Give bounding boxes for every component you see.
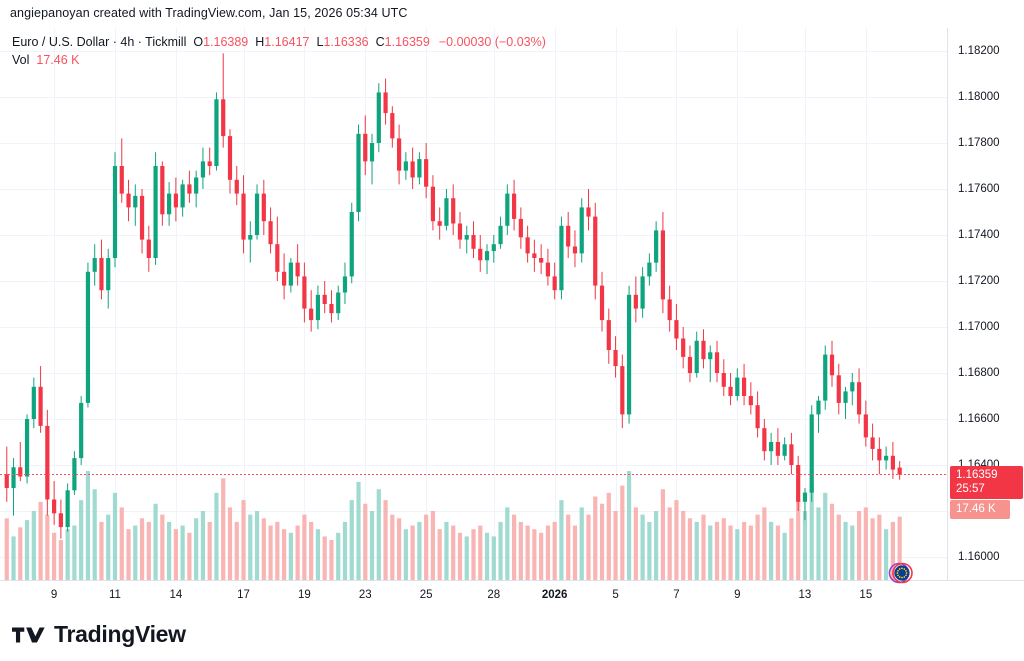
time-axis[interactable]: 9 11 14 17 19 23 25 28 2026 5 7 9 13 15 xyxy=(0,580,1024,609)
time-axis-tick: 25 xyxy=(419,589,433,601)
attribution-text: angiepanoyan created with TradingView.co… xyxy=(10,6,408,20)
price-axis-tick: 1.16600 xyxy=(958,413,1000,425)
time-axis-tick: 11 xyxy=(109,589,121,601)
price-axis-tick: 1.17600 xyxy=(958,183,1000,195)
price-axis-tick: 1.16800 xyxy=(958,367,1000,379)
candlestick-series xyxy=(0,53,947,580)
time-axis-tick: 17 xyxy=(237,589,250,601)
price-axis-tick: 1.17200 xyxy=(958,275,1000,287)
chart-gridlines xyxy=(0,28,947,580)
time-axis-tick: 9 xyxy=(734,589,741,601)
price-axis-tick: 1.17400 xyxy=(958,229,1000,241)
time-axis-tick: 13 xyxy=(798,589,812,601)
current-volume-badge[interactable]: 17.46 K xyxy=(950,500,1010,520)
time-axis-tick: 28 xyxy=(487,589,501,601)
price-axis-tick: 1.16000 xyxy=(958,551,1000,563)
time-axis-tick: 23 xyxy=(358,589,372,601)
time-axis-tick: 5 xyxy=(612,589,619,601)
tradingview-wordmark: TradingView xyxy=(54,621,186,647)
eu-flag-event-icon[interactable] xyxy=(886,558,916,588)
time-axis-tick: 7 xyxy=(673,589,680,601)
price-axis-tick: 1.17000 xyxy=(958,321,1000,333)
price-axis-tick: 1.18200 xyxy=(958,45,1000,57)
time-axis-tick: 14 xyxy=(169,589,183,601)
chart-plot-area[interactable] xyxy=(0,28,947,580)
time-axis-tick: 9 xyxy=(50,589,58,601)
bar-countdown: 25:57 xyxy=(956,483,985,496)
chart-frame: Euro / U.S. Dollar · 4h · Tickmill O1.16… xyxy=(0,28,1024,609)
price-axis-tick: 1.18000 xyxy=(958,91,1000,103)
time-axis-tick: 15 xyxy=(859,589,873,601)
tradingview-logo-icon xyxy=(12,626,45,643)
price-axis[interactable]: 1.18200 1.18000 1.17800 1.17600 1.17400 1.172… xyxy=(947,28,1024,580)
current-price-value: 1.16359 xyxy=(956,469,998,482)
price-axis-tick: 1.17800 xyxy=(958,137,1000,149)
time-axis-tick: 19 xyxy=(297,589,311,601)
time-axis-tick: 2026 xyxy=(541,589,568,601)
footer-branding: TradingView xyxy=(0,608,1024,661)
current-price-badge[interactable]: 1.16359 25:57 xyxy=(950,466,1023,500)
